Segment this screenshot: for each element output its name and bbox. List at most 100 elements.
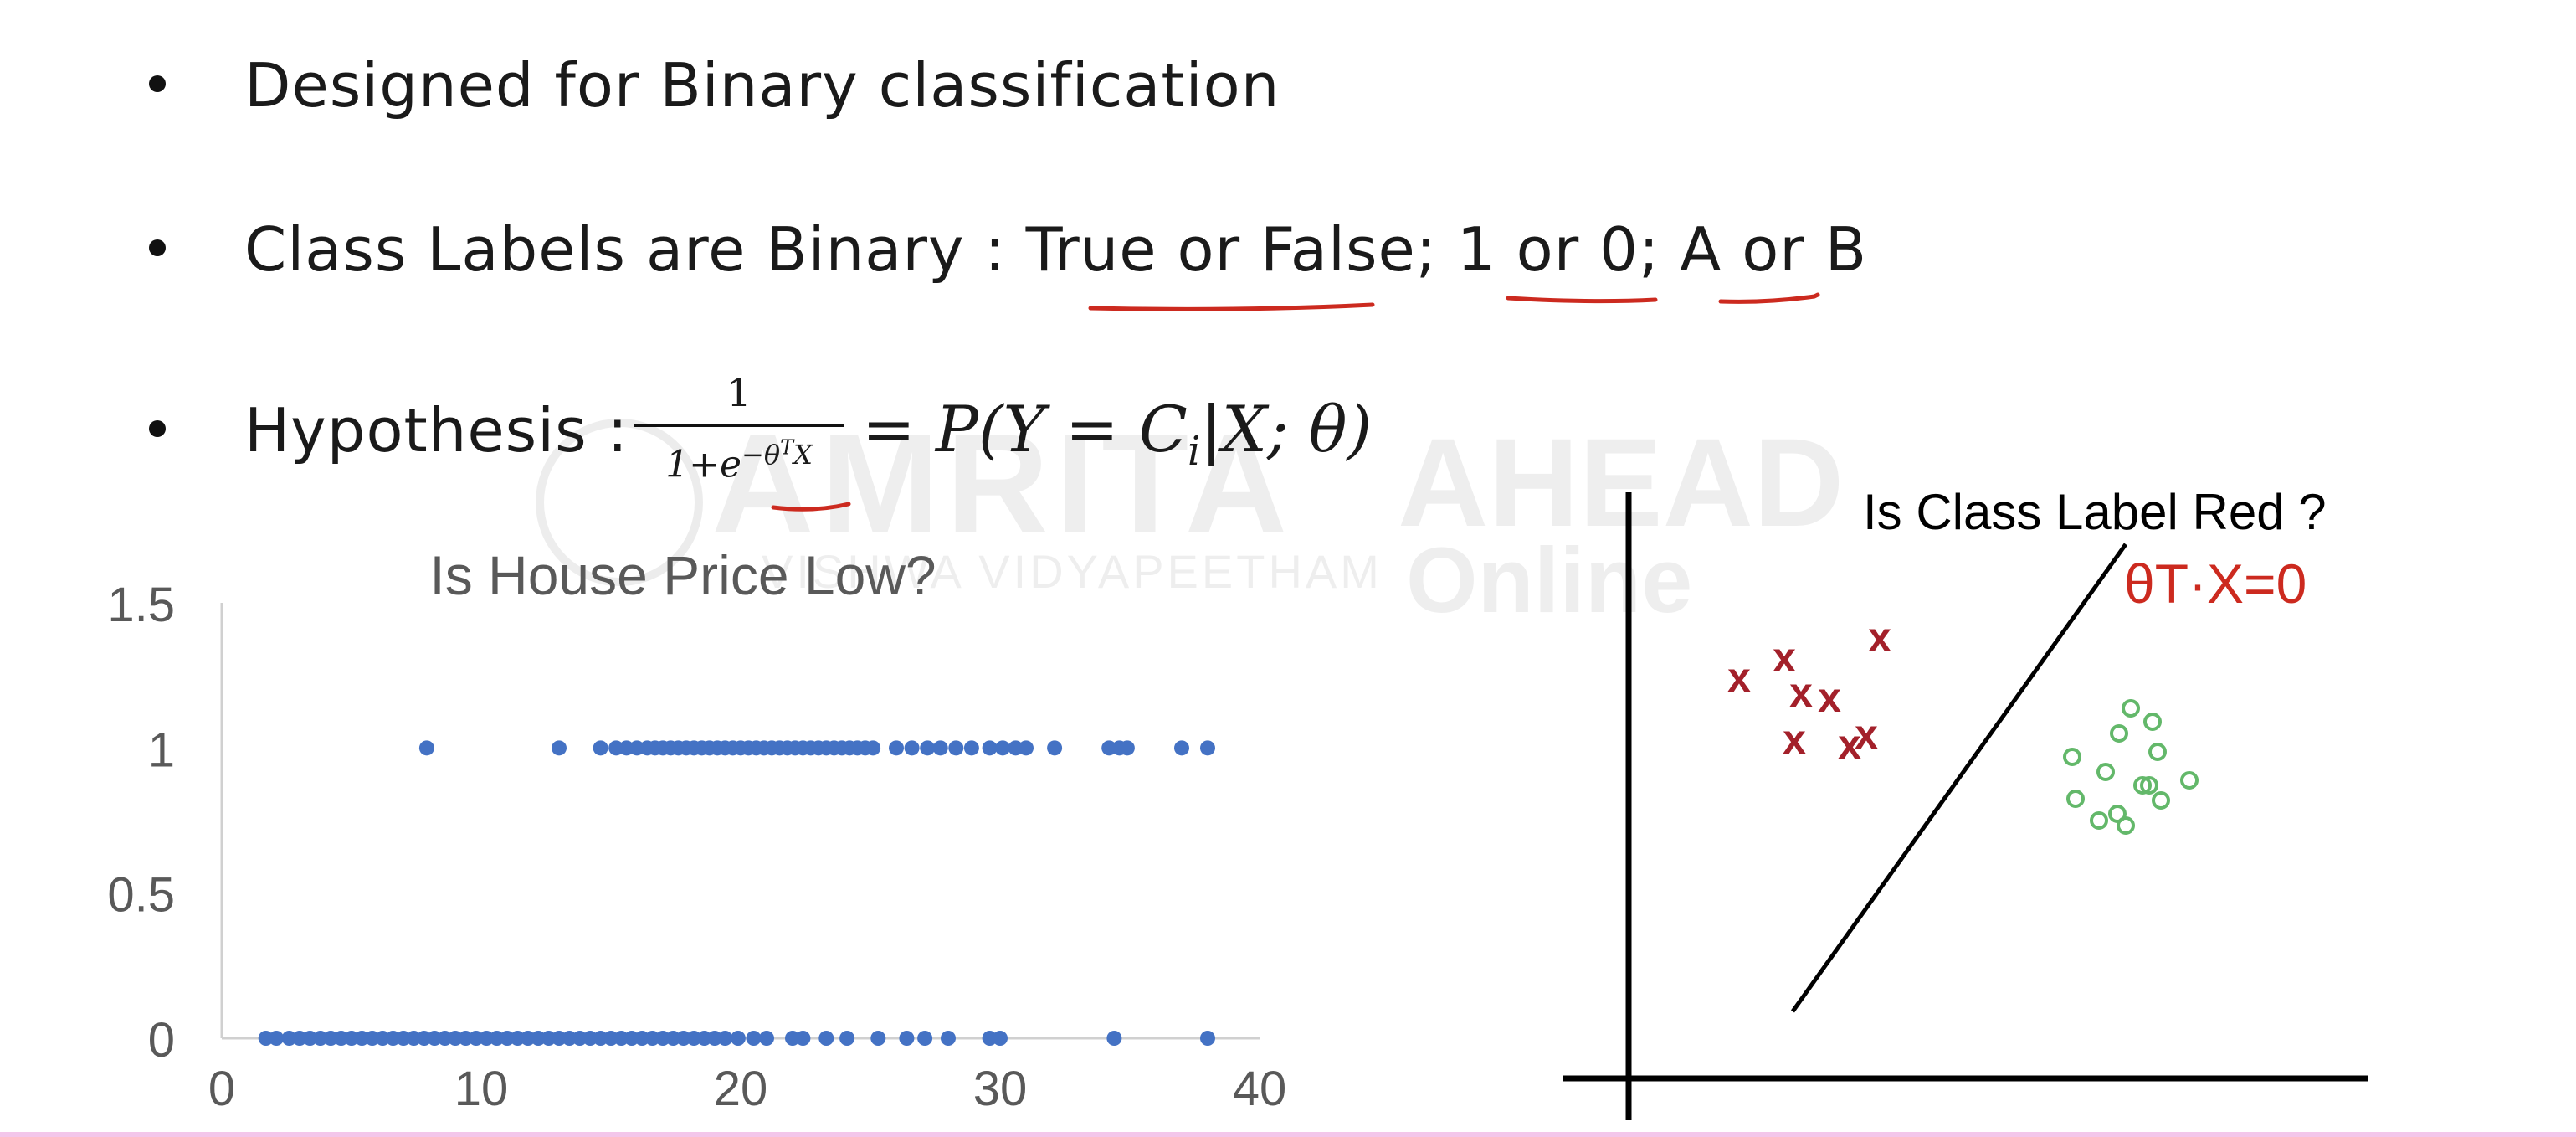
data-point (385, 1031, 401, 1046)
green-o-marker (2063, 748, 2081, 766)
slide-bottom-border (0, 1132, 2576, 1137)
data-point (531, 1031, 547, 1046)
data-point (613, 1031, 629, 1046)
green-o-marker (2148, 743, 2167, 761)
data-point (458, 1031, 474, 1046)
data-point (899, 1031, 915, 1046)
data-point (917, 1031, 933, 1046)
data-point (995, 740, 1011, 756)
data-point (510, 1031, 526, 1046)
data-point (675, 1031, 691, 1046)
chart-title: Is House Price Low? (429, 544, 936, 606)
fraction-numerator: 1 (726, 370, 752, 415)
x-tick-label: 10 (454, 1062, 509, 1116)
data-point (292, 1031, 307, 1046)
decision-boundary-line (1790, 543, 2128, 1013)
data-point (920, 740, 936, 756)
data-point (418, 740, 434, 756)
green-o-marker (2110, 724, 2128, 743)
exponent-x: X (793, 438, 813, 471)
data-point (354, 1031, 370, 1046)
data-point (541, 1031, 557, 1046)
data-point (870, 1031, 886, 1046)
data-point (603, 1031, 618, 1046)
data-point (302, 1031, 318, 1046)
data-point (269, 1031, 285, 1046)
formula-rhs: = P(Y = Ci|X; θ) (862, 392, 1372, 475)
data-point (759, 1031, 774, 1046)
bullet-hypothesis: Hypothesis : (0, 387, 1423, 471)
data-point (948, 740, 964, 756)
data-point (655, 1031, 670, 1046)
diagram-title: Is Class Label Red ? (1863, 486, 2327, 540)
bullet-text: Designed for Binary classification (244, 50, 1280, 121)
green-o-marker (2152, 791, 2170, 810)
data-point (730, 1031, 746, 1046)
data-point (582, 1031, 598, 1046)
formula-prob-sub: i (1187, 428, 1201, 476)
data-point (839, 1031, 855, 1046)
data-point (333, 1031, 349, 1046)
bullet-dot-icon (149, 75, 166, 92)
y-tick-label: 1.5 (107, 578, 175, 632)
red-x-marker: x (1783, 716, 1806, 763)
underline-annotations (771, 292, 1820, 512)
data-point (982, 1031, 998, 1046)
x-tick-label: 20 (714, 1062, 768, 1116)
red-x-marker: x (1789, 669, 1813, 716)
green-o-marker (2133, 776, 2152, 795)
data-point (1008, 740, 1024, 756)
decision-boundary-diagram: Is Class Label Red ? θT·X=0 x xx x xx xx (1563, 486, 2368, 1120)
green-o-marker (2117, 816, 2135, 835)
red-x-marker: x (1773, 634, 1796, 681)
data-point (406, 1031, 422, 1046)
underline-true-or-false (1088, 302, 1375, 311)
data-point (644, 1031, 660, 1046)
red-x-marker: x (1818, 674, 1841, 721)
denominator-exponent: −θ (741, 438, 781, 471)
data-point (1200, 1031, 1215, 1046)
data-point (396, 1031, 411, 1046)
data-point (312, 1031, 328, 1046)
data-point (623, 1031, 639, 1046)
x-tick-label: 0 (208, 1062, 235, 1116)
sigmoid-fraction: 1 1+e−θTX (629, 370, 849, 504)
data-point (552, 740, 567, 756)
data-point (932, 740, 948, 756)
data-point (785, 1031, 800, 1046)
data-point (707, 1031, 722, 1046)
data-point (746, 1031, 762, 1046)
data-point (818, 1031, 834, 1046)
green-o-marker (2122, 699, 2140, 718)
data-point (865, 740, 881, 756)
data-point (416, 1031, 432, 1046)
data-point (963, 740, 979, 756)
data-point (665, 1031, 681, 1046)
green-o-marker (2096, 763, 2115, 781)
data-point (1200, 740, 1215, 756)
y-tick-label: 0.5 (107, 868, 175, 923)
decision-boundary-equation: θT·X=0 (2124, 553, 2307, 615)
data-point (696, 1031, 712, 1046)
bullet-class-labels: Class Labels are Binary : True or False;… (0, 206, 1866, 290)
data-point (1101, 740, 1117, 756)
data-point (593, 1031, 608, 1046)
data-point (1106, 1031, 1122, 1046)
data-point (889, 740, 904, 756)
data-point (1047, 740, 1063, 756)
red-x-marker: x (1855, 711, 1878, 758)
bullet-dot-icon (149, 239, 166, 256)
data-point (364, 1031, 380, 1046)
bullet-dot-icon (149, 420, 166, 437)
bullet-text: Class Labels are Binary : True or False;… (244, 214, 1868, 285)
underline-1-or-0 (1506, 296, 1658, 304)
y-tick-label: 0 (148, 1013, 175, 1068)
red-x-marker: x (1727, 654, 1751, 701)
data-point (1119, 740, 1135, 756)
data-point (686, 1031, 702, 1046)
data-point (634, 1031, 650, 1046)
green-o-marker (2066, 790, 2085, 808)
green-o-marker (2143, 713, 2162, 731)
fraction-bar (634, 424, 844, 427)
data-point (552, 1031, 567, 1046)
